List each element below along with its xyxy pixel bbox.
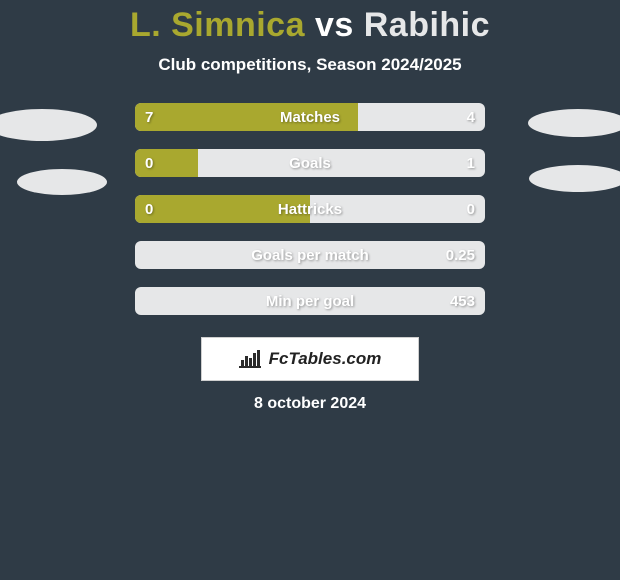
player2-name: Rabihic bbox=[364, 6, 490, 44]
right-ovals-col bbox=[493, 103, 613, 192]
comparison-row: 74Matches01Goals00Hattricks0.25Goals per… bbox=[0, 103, 620, 315]
bar-chart-icon bbox=[239, 350, 261, 368]
bar-value-left: 7 bbox=[145, 103, 153, 131]
branding-text: FcTables.com bbox=[269, 349, 382, 369]
date-text: 8 october 2024 bbox=[254, 395, 366, 413]
bar-value-left: 0 bbox=[145, 195, 153, 223]
left-oval-2 bbox=[17, 169, 107, 195]
comparison-infographic: L. Simnica vs Rabihic Club competitions,… bbox=[0, 0, 620, 580]
bar-value-right: 1 bbox=[467, 149, 475, 177]
bar-left-fill bbox=[135, 103, 358, 131]
page-title: L. Simnica vs Rabihic bbox=[130, 6, 490, 45]
left-ovals-col bbox=[7, 103, 127, 195]
bar-value-right: 0.25 bbox=[446, 241, 475, 269]
bar-label: Min per goal bbox=[135, 287, 485, 315]
right-oval-2 bbox=[529, 165, 620, 192]
vs-text: vs bbox=[315, 6, 354, 44]
left-oval-1 bbox=[0, 109, 97, 141]
bar-label: Goals per match bbox=[135, 241, 485, 269]
stat-bar: 74Matches bbox=[135, 103, 485, 131]
subtitle: Club competitions, Season 2024/2025 bbox=[158, 55, 461, 75]
right-oval-1 bbox=[528, 109, 620, 137]
bar-value-right: 4 bbox=[467, 103, 475, 131]
stat-bar: 00Hattricks bbox=[135, 195, 485, 223]
stat-bars: 74Matches01Goals00Hattricks0.25Goals per… bbox=[135, 103, 485, 315]
stat-bar: 453Min per goal bbox=[135, 287, 485, 315]
stat-bar: 01Goals bbox=[135, 149, 485, 177]
bar-value-left: 0 bbox=[145, 149, 153, 177]
bar-value-right: 453 bbox=[450, 287, 475, 315]
bar-left-fill bbox=[135, 195, 310, 223]
stat-bar: 0.25Goals per match bbox=[135, 241, 485, 269]
bar-value-right: 0 bbox=[467, 195, 475, 223]
branding-box: FcTables.com bbox=[201, 337, 419, 381]
player1-name: L. Simnica bbox=[130, 6, 305, 44]
